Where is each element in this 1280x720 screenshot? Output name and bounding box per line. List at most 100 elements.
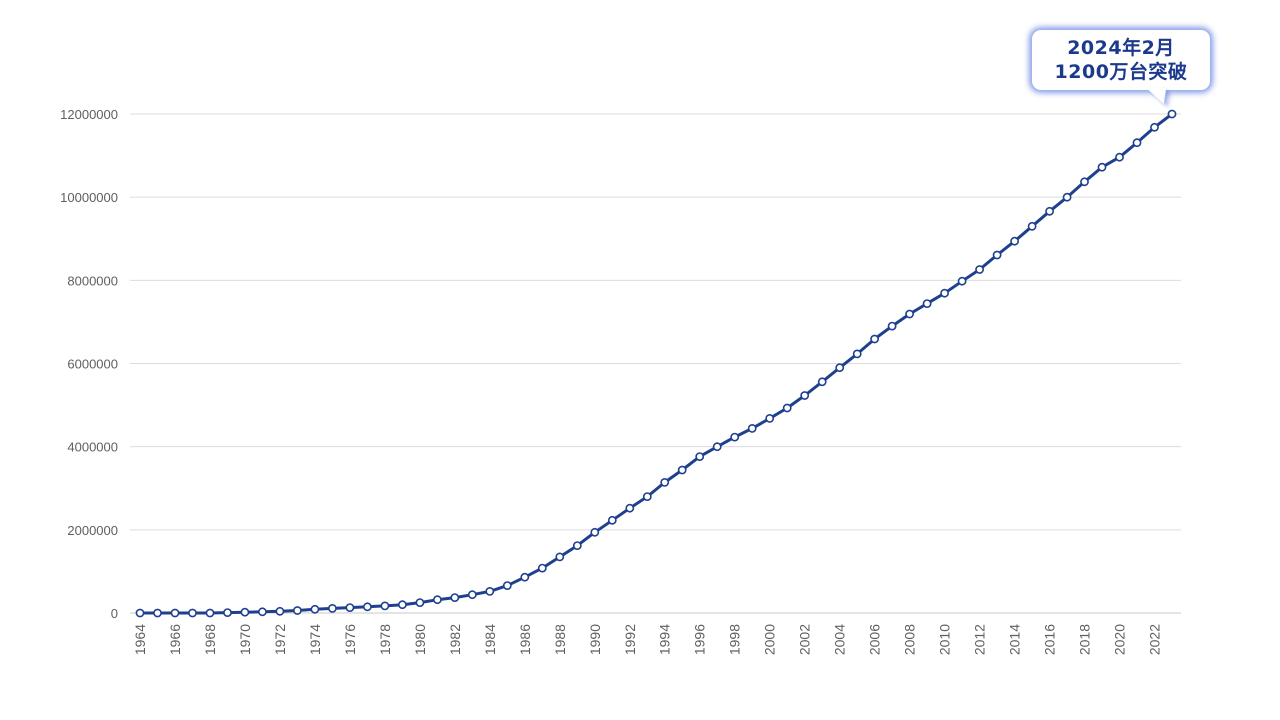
x-tick-label: 1998 (727, 624, 743, 655)
data-point (362, 602, 372, 612)
data-point (1062, 192, 1072, 202)
data-point (537, 563, 547, 573)
data-point (170, 608, 180, 618)
data-point (992, 250, 1002, 260)
data-point (240, 607, 250, 617)
data-point (975, 265, 984, 274)
data-point (1132, 138, 1142, 148)
data-point (957, 276, 967, 286)
data-point (310, 604, 320, 614)
x-tick-label: 2000 (762, 624, 778, 655)
data-point (257, 607, 267, 617)
data-point (188, 608, 197, 618)
x-tick-label: 1966 (167, 624, 183, 655)
data-point (590, 527, 600, 537)
x-axis-tick-labels: 1964 1966 1968 1970 1972 1974 1976 1978 1980 1982… (132, 624, 1163, 655)
annotation-line-milestone: 1200万台突破 (1054, 61, 1188, 83)
data-point (380, 601, 390, 611)
data-point (817, 377, 827, 387)
data-point (485, 587, 495, 596)
data-point (467, 590, 477, 600)
x-tick-label: 1976 (342, 624, 358, 655)
y-axis-tick-labels: 0 2000000 4000000 6000000 8000000 10000000 120… (60, 107, 118, 621)
data-point (940, 288, 949, 298)
data-point (135, 608, 145, 618)
x-tick-label: 1992 (622, 624, 638, 655)
x-tick-label: 1984 (482, 624, 498, 655)
x-tick-label: 2010 (937, 624, 953, 655)
data-point (1045, 206, 1054, 216)
data-point (1150, 122, 1159, 132)
x-tick-label: 1964 (132, 624, 148, 655)
y-tick-label: 4000000 (67, 440, 118, 455)
data-point (1010, 236, 1019, 246)
data-point (520, 572, 530, 582)
data-point (852, 349, 862, 359)
data-point (327, 604, 337, 613)
data-point (625, 503, 635, 513)
data-point (607, 515, 617, 525)
annotation-line-date: 2024年2月 (1067, 37, 1175, 59)
data-point (415, 598, 425, 607)
x-tick-label: 2012 (972, 624, 988, 655)
y-tick-label: 12000000 (60, 107, 118, 122)
x-tick-label: 1968 (202, 624, 218, 655)
x-tick-label: 1970 (237, 624, 253, 655)
data-point (730, 432, 740, 442)
y-tick-label: 0 (111, 606, 118, 621)
x-tick-label: 1978 (377, 624, 393, 655)
x-tick-label: 2002 (797, 624, 813, 655)
y-tick-label: 8000000 (67, 273, 118, 288)
x-tick-label: 2006 (867, 624, 883, 655)
x-tick-label: 2020 (1112, 624, 1128, 655)
x-tick-label: 1994 (657, 624, 673, 655)
data-point (432, 595, 442, 605)
data-point (677, 465, 687, 475)
data-point (502, 581, 512, 590)
data-point (292, 606, 302, 615)
data-point (765, 413, 775, 423)
x-tick-label: 2014 (1007, 624, 1023, 655)
data-point (870, 334, 879, 344)
x-tick-label: 1988 (552, 624, 568, 655)
data-point (905, 309, 914, 319)
y-tick-label: 2000000 (67, 523, 118, 538)
data-point (572, 541, 582, 550)
data-point (800, 391, 810, 400)
data-point (1115, 152, 1124, 162)
series-layer (135, 109, 1177, 618)
x-tick-label: 2016 (1042, 624, 1058, 655)
data-point (695, 452, 705, 461)
gridlines (130, 113, 1181, 614)
data-point (153, 608, 162, 618)
x-tick-label: 2004 (832, 624, 848, 655)
data-point (1167, 109, 1177, 119)
data-point (205, 608, 215, 618)
data-point (712, 442, 722, 452)
x-tick-label: 1982 (447, 624, 463, 655)
x-tick-label: 2022 (1147, 624, 1163, 655)
x-tick-label: 1996 (692, 624, 708, 655)
data-point (642, 492, 652, 501)
data-point (1097, 162, 1107, 172)
x-tick-label: 2008 (902, 624, 918, 655)
x-tick-label: 1980 (412, 624, 428, 655)
data-point (1027, 221, 1037, 231)
y-tick-label: 10000000 (60, 190, 118, 205)
data-point (275, 606, 285, 616)
x-tick-label: 1990 (587, 624, 603, 655)
data-point (922, 299, 932, 308)
annotation-callout: 2024年2月 1200万台突破 (1032, 30, 1210, 90)
data-point (450, 593, 460, 602)
data-point (345, 603, 355, 612)
data-point (223, 608, 232, 617)
data-point (747, 423, 757, 433)
x-tick-label: 1972 (272, 624, 288, 655)
x-tick-label: 1974 (307, 624, 323, 655)
data-point (1080, 177, 1089, 187)
data-point (782, 403, 792, 413)
data-point (887, 321, 897, 331)
data-point (835, 363, 845, 373)
data-point (397, 600, 407, 610)
